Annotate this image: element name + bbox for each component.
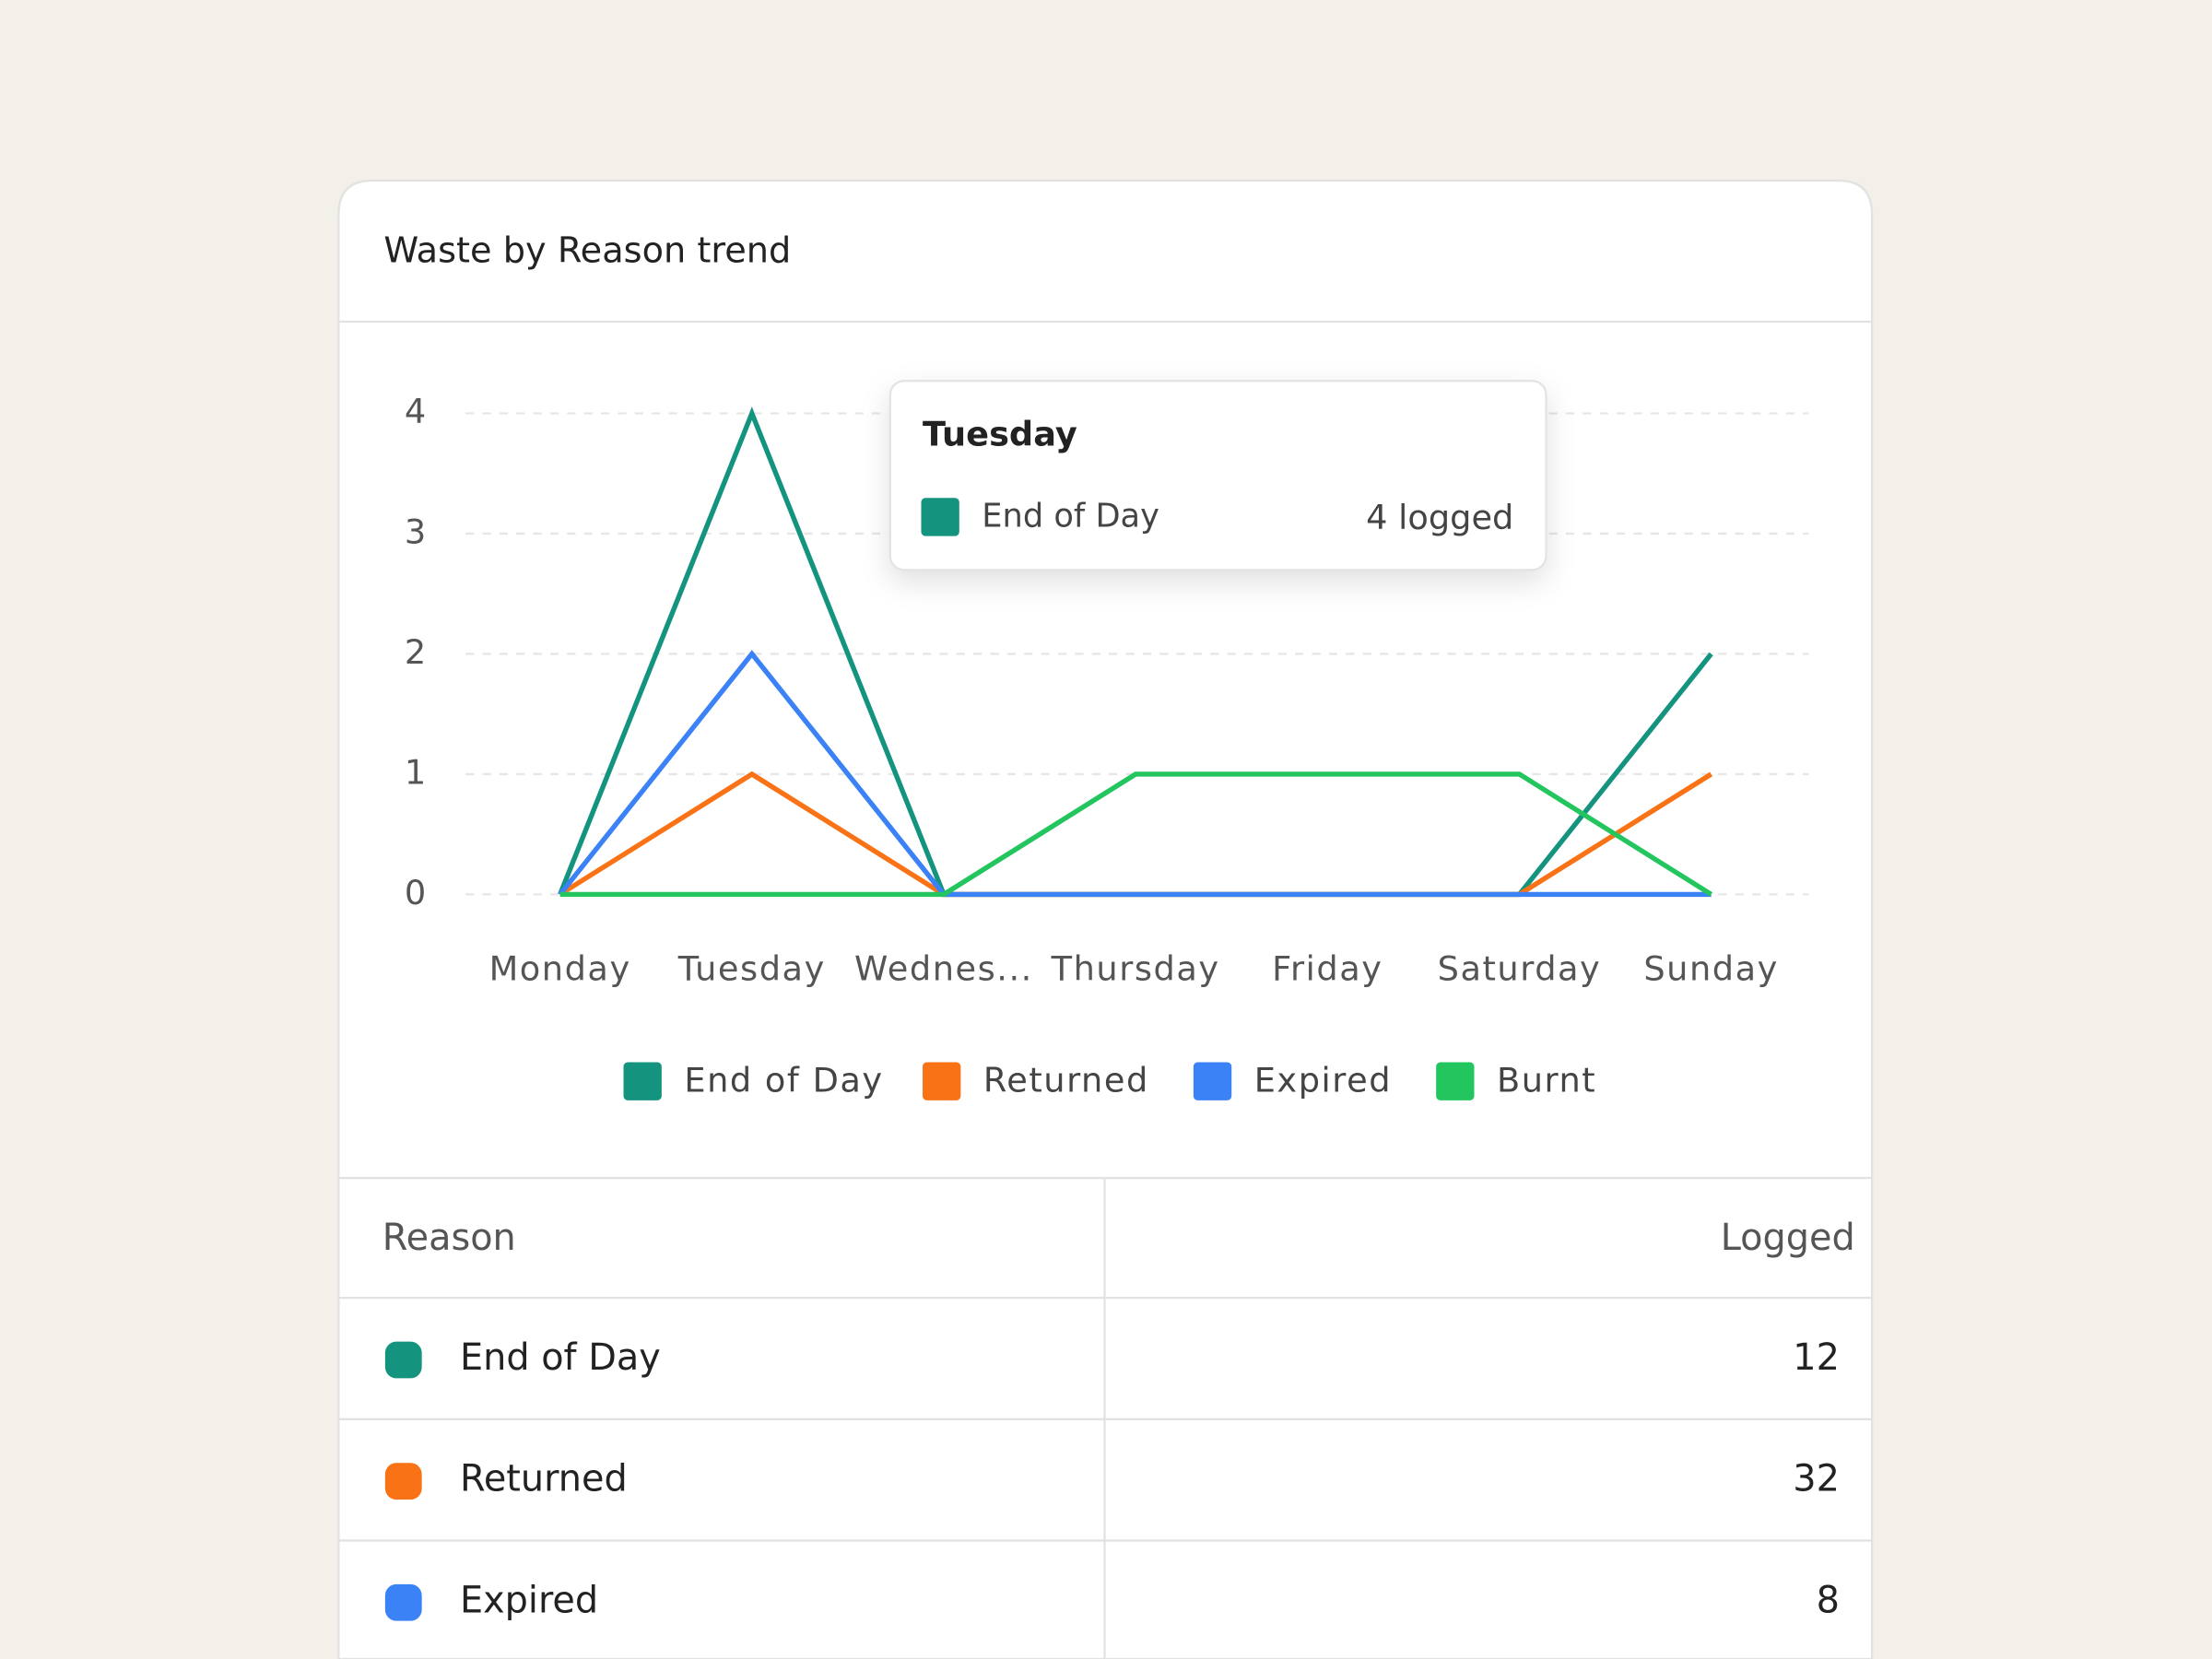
x-tick-label: Sunday — [1643, 949, 1779, 989]
x-tick-label: Monday — [489, 949, 631, 989]
legend-swatch — [1436, 1062, 1475, 1100]
tooltip-box — [888, 380, 1547, 571]
line-series — [558, 650, 1712, 898]
logged-count: 12 — [1793, 1336, 1840, 1379]
x-tick-label: Saturday — [1438, 949, 1602, 989]
legend-swatch — [923, 1062, 961, 1100]
reason-swatch — [384, 1341, 422, 1379]
y-tick-label: 4 — [405, 392, 426, 431]
legend-swatch — [1193, 1062, 1232, 1100]
tooltip-value: 4 logged — [1366, 498, 1513, 537]
card-title: Waste by Reason trend — [383, 229, 791, 271]
x-tick-label: Wednes... — [854, 949, 1033, 989]
reason-swatch — [384, 1583, 422, 1621]
y-tick-label: 0 — [405, 873, 426, 912]
y-tick-label: 2 — [405, 632, 426, 672]
y-tick-label: 1 — [405, 752, 426, 792]
reason-name: End of Day — [460, 1336, 661, 1379]
legend-label: Expired — [1254, 1060, 1392, 1100]
reason-name: Returned — [460, 1458, 628, 1500]
line-series — [559, 771, 1713, 898]
reason-swatch — [384, 1463, 422, 1500]
logged-count: 8 — [1817, 1579, 1840, 1621]
legend-label: End of Day — [684, 1060, 883, 1100]
legend-swatch — [623, 1062, 662, 1100]
y-tick-label: 3 — [405, 512, 426, 551]
tooltip-name: End of Day — [982, 498, 1159, 535]
legend-label: Returned — [983, 1060, 1149, 1100]
x-tick-label: Tuesday — [677, 949, 826, 989]
table-header: Reason — [382, 1217, 516, 1259]
legend-label: Burnt — [1497, 1060, 1596, 1100]
table-header: Logged — [1721, 1217, 1855, 1259]
logged-count: 32 — [1793, 1458, 1840, 1500]
reason-name: Expired — [460, 1579, 598, 1621]
x-tick-label: Thursday — [1051, 949, 1220, 989]
tooltip-swatch — [921, 498, 959, 536]
tooltip-title: Tuesday — [923, 414, 1077, 453]
x-tick-label: Friday — [1272, 949, 1382, 989]
